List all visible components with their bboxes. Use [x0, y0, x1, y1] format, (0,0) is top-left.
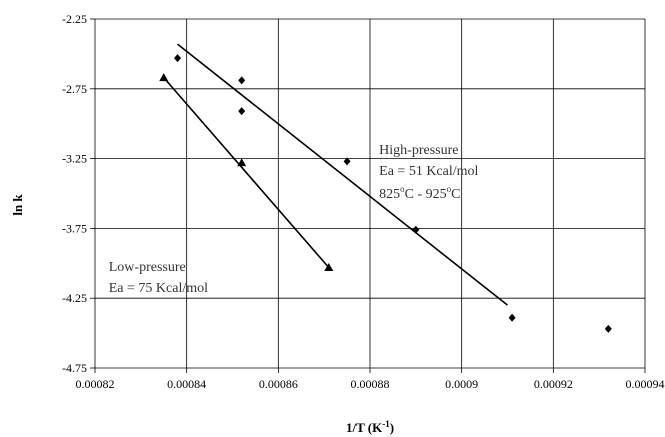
trend-line-1 [163, 77, 330, 269]
x-axis-title: 1/T (K-1) [346, 419, 394, 435]
y-tick-label-0: -2.25 [62, 12, 87, 26]
y-tick-label-2: -3.25 [62, 152, 87, 166]
x-tick-label-6: 0.00094 [626, 377, 665, 391]
x-tick-label-3: 0.00088 [351, 377, 390, 391]
point-triangle-2 [324, 262, 334, 271]
y-tick-label-1: -2.75 [62, 82, 87, 96]
grid [94, 18, 646, 369]
x-tick-label-1: 0.00084 [167, 377, 206, 391]
trend-lines [163, 43, 508, 306]
x-axis-ticks: 0.00082 0.00084 0.00086 0.00088 0.0009 0.0009… [76, 368, 665, 391]
point-diamond-0 [174, 54, 181, 63]
point-diamond-2 [238, 107, 246, 116]
point-triangle-1 [237, 158, 247, 167]
annotation-high-pressure: High-pressure Ea = 51 Kcal/mol 825oC - 9… [379, 143, 478, 202]
y-tick-label-4: -4.25 [62, 291, 87, 305]
y-axis-title: ln k [10, 194, 25, 216]
data-points [159, 54, 612, 333]
point-triangle-0 [159, 73, 169, 82]
y-tick-label-3: -3.75 [62, 221, 87, 235]
point-diamond-5 [508, 313, 516, 322]
point-diamond-1 [238, 76, 246, 85]
y-axis-ticks: -2.25 -2.75 -3.25 -3.75 -4.25 -4.75 [62, 12, 95, 375]
x-tick-label-0: 0.00082 [76, 377, 115, 391]
point-diamond-3 [343, 157, 351, 166]
annotation-high-line1: High-pressure [379, 143, 458, 158]
x-tick-label-5: 0.00092 [534, 377, 573, 391]
annotation-low-line2: Ea = 75 Kcal/mol [109, 281, 208, 296]
x-tick-label-2: 0.00086 [259, 377, 298, 391]
x-tick-label-4: 0.0009 [445, 377, 478, 391]
trend-line-0 [177, 43, 508, 306]
annotation-low-line1: Low-pressure [109, 260, 186, 275]
annotation-high-line3: 825oC - 925oC [379, 184, 460, 202]
y-tick-label-5: -4.75 [62, 361, 87, 375]
point-diamond-6 [604, 324, 612, 333]
point-diamond-4 [412, 225, 420, 234]
annotation-high-line2: Ea = 51 Kcal/mol [379, 164, 478, 179]
annotation-low-pressure: Low-pressure Ea = 75 Kcal/mol [109, 260, 208, 296]
